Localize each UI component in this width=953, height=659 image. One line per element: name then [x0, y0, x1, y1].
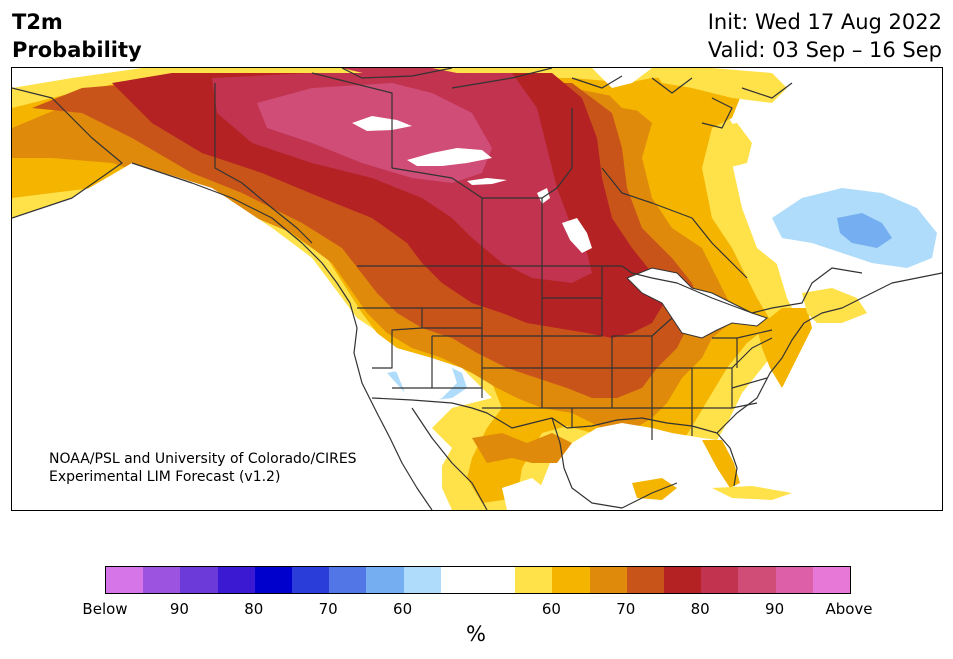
- gulf-of-mexico: [557, 423, 742, 510]
- colorbar-segment: [329, 567, 367, 593]
- colorbar-tick-label: 60: [541, 600, 561, 618]
- east-coastline: [716, 272, 942, 434]
- lake-winnipeg: [562, 218, 592, 253]
- title-type: Probability: [12, 38, 142, 62]
- title-variable: T2m: [12, 10, 63, 34]
- colorbar-segment: [292, 567, 330, 593]
- florida-band-gold: [702, 440, 740, 488]
- colorbar-segment: [552, 567, 590, 593]
- alaska-border: [214, 83, 313, 244]
- colorbar-tick-label: 90: [169, 600, 189, 618]
- colorbar-segment: [701, 567, 739, 593]
- probability-map: [12, 68, 942, 510]
- colorbar-tick-label: Above: [825, 600, 873, 618]
- colorbar-segment: [626, 567, 665, 593]
- borders-layer: [12, 68, 942, 510]
- west-coastline: [12, 87, 433, 510]
- colorbar-segment: [775, 567, 813, 593]
- atlantic-ocean: [732, 303, 942, 510]
- colorbar-segment: [180, 567, 218, 593]
- colorbar-segment: [403, 567, 441, 593]
- northeast-band-yellow: [712, 123, 752, 168]
- new-england-band-yellow: [802, 288, 867, 323]
- colorbar-tick-label: 90: [765, 600, 785, 618]
- colorbar-segment: [589, 567, 627, 593]
- credit-line-2: Experimental LIM Forecast (v1.2): [49, 469, 281, 485]
- no-signal-pacific: [12, 163, 432, 510]
- arctic-band-yellow: [652, 68, 787, 103]
- map-panel: [11, 67, 943, 511]
- mexico-band-orange: [472, 433, 572, 463]
- colorbar-segment: [478, 567, 516, 593]
- credit-line-1: NOAA/PSL and University of Colorado/CIRE…: [49, 451, 357, 467]
- great-slave-lake: [407, 148, 492, 166]
- yucatan-band-gold: [632, 478, 677, 500]
- mexico-coastline: [411, 407, 678, 510]
- colorbar-segment: [738, 567, 776, 593]
- colorbar-segment: [664, 567, 702, 593]
- colorbar-segment: [217, 567, 255, 593]
- colorbar-tick-label: 70: [318, 600, 338, 618]
- colorbar-tick-label: 80: [244, 600, 264, 618]
- init-date: Init: Wed 17 Aug 2022: [707, 10, 942, 34]
- east-coast-band-gold: [757, 308, 812, 388]
- probability-colorbar: [105, 566, 851, 594]
- colorbar-segment: [515, 567, 553, 593]
- colorbar-segment: [440, 567, 479, 593]
- colorbar-unit: %: [466, 622, 486, 646]
- cool-core-quebec: [837, 213, 892, 248]
- colorbar-tick-label: 80: [690, 600, 710, 618]
- colorbar-segment: [254, 567, 293, 593]
- map-title: T2m Probability: [12, 8, 142, 64]
- colorbar-segment: [812, 567, 851, 593]
- colorbar-ticks: Below 90 80 70 60 60 70 80 90 Above: [82, 600, 872, 620]
- forecast-info: Init: Wed 17 Aug 2022 Valid: 03 Sep – 16…: [708, 8, 942, 64]
- colorbar-segment: [106, 567, 144, 593]
- no-signal-mexico: [502, 478, 557, 510]
- colorbar-tick-label: 70: [616, 600, 636, 618]
- lake-winnipegosis: [537, 188, 550, 204]
- cuba-band-yellow: [712, 486, 792, 500]
- great-lakes: [626, 267, 769, 339]
- canada-provinces: [311, 72, 748, 279]
- colorbar-tick-label: 60: [393, 600, 413, 618]
- great-bear-lake: [352, 116, 412, 131]
- colorbar-tick-label: Below: [82, 600, 128, 618]
- arctic-islands: [341, 68, 793, 129]
- us-states-east: [651, 329, 773, 440]
- colorbar-segment: [366, 567, 404, 593]
- gulf-coastline: [566, 417, 738, 487]
- lake-athabasca: [467, 178, 507, 185]
- valid-range: Valid: 03 Sep – 16 Sep: [707, 38, 942, 62]
- us-states-west: [357, 266, 543, 409]
- us-canada-border: [357, 265, 863, 314]
- us-mexico-border: [371, 397, 568, 429]
- colorbar-segment: [143, 567, 181, 593]
- credit-text: NOAA/PSL and University of Colorado/CIRE…: [49, 450, 357, 486]
- hudson-bay-hint: [592, 68, 652, 88]
